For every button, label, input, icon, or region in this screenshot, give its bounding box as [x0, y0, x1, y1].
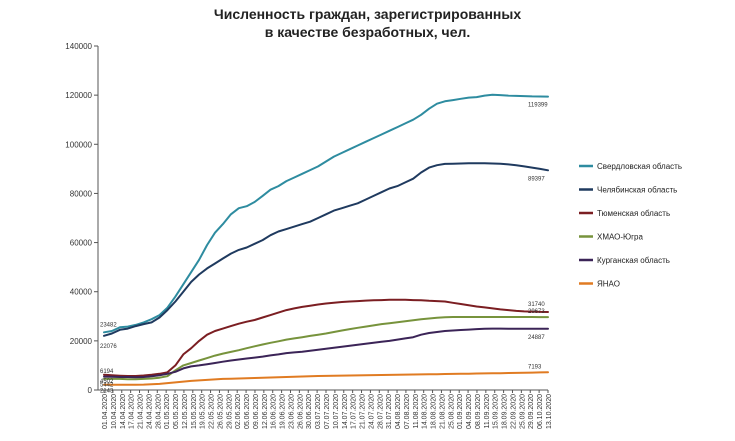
start-value-label-3: 6194 [100, 369, 114, 375]
x-tick-label: 26.05.2020 [217, 394, 224, 429]
x-tick-label: 01.05.2020 [164, 394, 171, 429]
x-tick-label: 26.06.2020 [297, 394, 304, 429]
x-tick-label: 15.05.2020 [191, 394, 198, 429]
x-tick-label: 18.09.2020 [502, 394, 509, 429]
y-tick-label: 40000 [70, 288, 93, 297]
x-tick-label: 04.08.2020 [395, 394, 402, 429]
series-line-2 [103, 162, 549, 337]
legend-item-1: Свердловская область [579, 162, 682, 171]
x-tick-label: 25.08.2020 [448, 394, 455, 429]
legend-label: ХМАО-Югра [597, 233, 643, 242]
chart-title-line-1: Численность граждан, зарегистрированных [213, 6, 522, 22]
x-tick-label: 12.06.2020 [262, 394, 269, 429]
start-value-label-5: 5442 [100, 383, 114, 389]
x-tick-label: 30.06.2020 [306, 394, 313, 429]
x-tick-label: 10.07.2020 [333, 394, 340, 429]
start-value-label-2: 22076 [100, 344, 117, 350]
end-value-label-2: 89397 [528, 176, 545, 182]
x-tick-label: 21.08.2020 [439, 394, 446, 429]
x-tick-label: 11.09.2020 [484, 394, 491, 429]
x-tick-label: 12.05.2020 [182, 394, 189, 429]
chart-title-line-2: в качестве безработных, чел. [264, 24, 471, 40]
x-tick-label: 08.09.2020 [475, 394, 482, 429]
x-tick-label: 15.09.2020 [493, 394, 500, 429]
x-tick-label: 03.07.2020 [315, 394, 322, 429]
y-tick-label: 140000 [65, 42, 92, 51]
end-value-label-1: 119399 [528, 103, 548, 109]
legend-item-2: Челябинская область [579, 186, 677, 195]
x-tick-label: 05.05.2020 [173, 394, 180, 429]
y-tick-label: 120000 [65, 91, 92, 100]
x-tick-label: 18.08.2020 [431, 394, 438, 429]
legend-item-4: ХМАО-Югра [579, 233, 643, 242]
x-tick-label: 22.09.2020 [510, 394, 517, 429]
x-tick-label: 13.10.2020 [546, 394, 553, 429]
x-tick-label: 25.09.2020 [519, 394, 526, 429]
start-value-label-4: 4502 [100, 379, 114, 385]
x-tick-label: 22.05.2020 [209, 394, 216, 429]
legend-label: Тюменская область [597, 209, 670, 218]
x-tick-label: 29.09.2020 [528, 394, 535, 429]
x-tick-label: 14.08.2020 [422, 394, 429, 429]
x-tick-label: 05.06.2020 [244, 394, 251, 429]
series-line-4 [103, 316, 549, 381]
start-value-label-6: 2143 [100, 389, 114, 395]
legend-label: Челябинская область [597, 186, 677, 195]
x-tick-label: 24.04.2020 [146, 394, 153, 429]
x-tick-label: 14.04.2020 [120, 394, 127, 429]
y-tick-label: 80000 [70, 189, 93, 198]
x-tick-label: 16.06.2020 [271, 394, 278, 429]
x-tick-label: 17.07.2020 [351, 394, 358, 429]
series-lines [103, 93, 549, 386]
y-tick-label: 60000 [70, 239, 93, 248]
legend-label: ЯНАО [597, 280, 620, 289]
x-tick-label: 28.04.2020 [155, 394, 162, 429]
end-value-label-5: 24887 [528, 335, 545, 341]
x-tick-label: 31.07.2020 [386, 394, 393, 429]
x-tick-label: 29.05.2020 [226, 394, 233, 429]
end-value-label-3: 31740 [528, 302, 545, 308]
x-tick-label: 28.07.2020 [377, 394, 384, 429]
x-tick-label: 14.07.2020 [342, 394, 349, 429]
x-tick-label: 09.06.2020 [253, 394, 260, 429]
legend-item-3: Тюменская область [579, 209, 670, 218]
y-tick-label: 100000 [65, 140, 92, 149]
x-tick-label: 07.07.2020 [324, 394, 331, 429]
x-tick-label: 24.07.2020 [368, 394, 375, 429]
series-line-5 [103, 327, 549, 379]
x-tick-label: 01.09.2020 [457, 394, 464, 429]
x-tick-label: 01.04.2020 [102, 394, 109, 429]
legend-item-6: ЯНАО [579, 280, 620, 289]
x-tick-label: 21.07.2020 [360, 394, 367, 429]
y-tick-label: 20000 [70, 337, 93, 346]
end-value-label-4: 29673 [528, 309, 545, 315]
x-tick-label: 21.04.2020 [138, 394, 145, 429]
x-tick-label: 17.04.2020 [129, 394, 136, 429]
legend-label: Свердловская область [597, 162, 682, 171]
x-tick-label: 23.06.2020 [288, 394, 295, 429]
series-line-1 [103, 93, 549, 334]
x-tick-label: 11.08.2020 [413, 394, 420, 429]
end-value-label-6: 7193 [528, 364, 542, 370]
series-line-6 [103, 371, 549, 386]
x-tick-label: 04.09.2020 [466, 394, 473, 429]
x-tick-label: 19.06.2020 [280, 394, 287, 429]
x-tick-label: 02.06.2020 [235, 394, 242, 429]
x-tick-label: 07.08.2020 [404, 394, 411, 429]
legend-label: Курганская область [597, 256, 670, 265]
x-tick-label: 10.04.2020 [111, 394, 118, 429]
legend: Свердловская область Челябинская область Т… [579, 162, 682, 289]
series-line-3 [103, 298, 549, 377]
y-tick-label: 0 [88, 386, 93, 395]
start-value-label-1: 23482 [100, 322, 117, 328]
legend-item-5: Курганская область [579, 256, 670, 265]
axes: 0 20000 40000 60000 80000 100000 120000 140000 0… [65, 42, 553, 429]
x-tick-label: 19.05.2020 [200, 394, 207, 429]
x-tick-label: 06.10.2020 [537, 394, 544, 429]
